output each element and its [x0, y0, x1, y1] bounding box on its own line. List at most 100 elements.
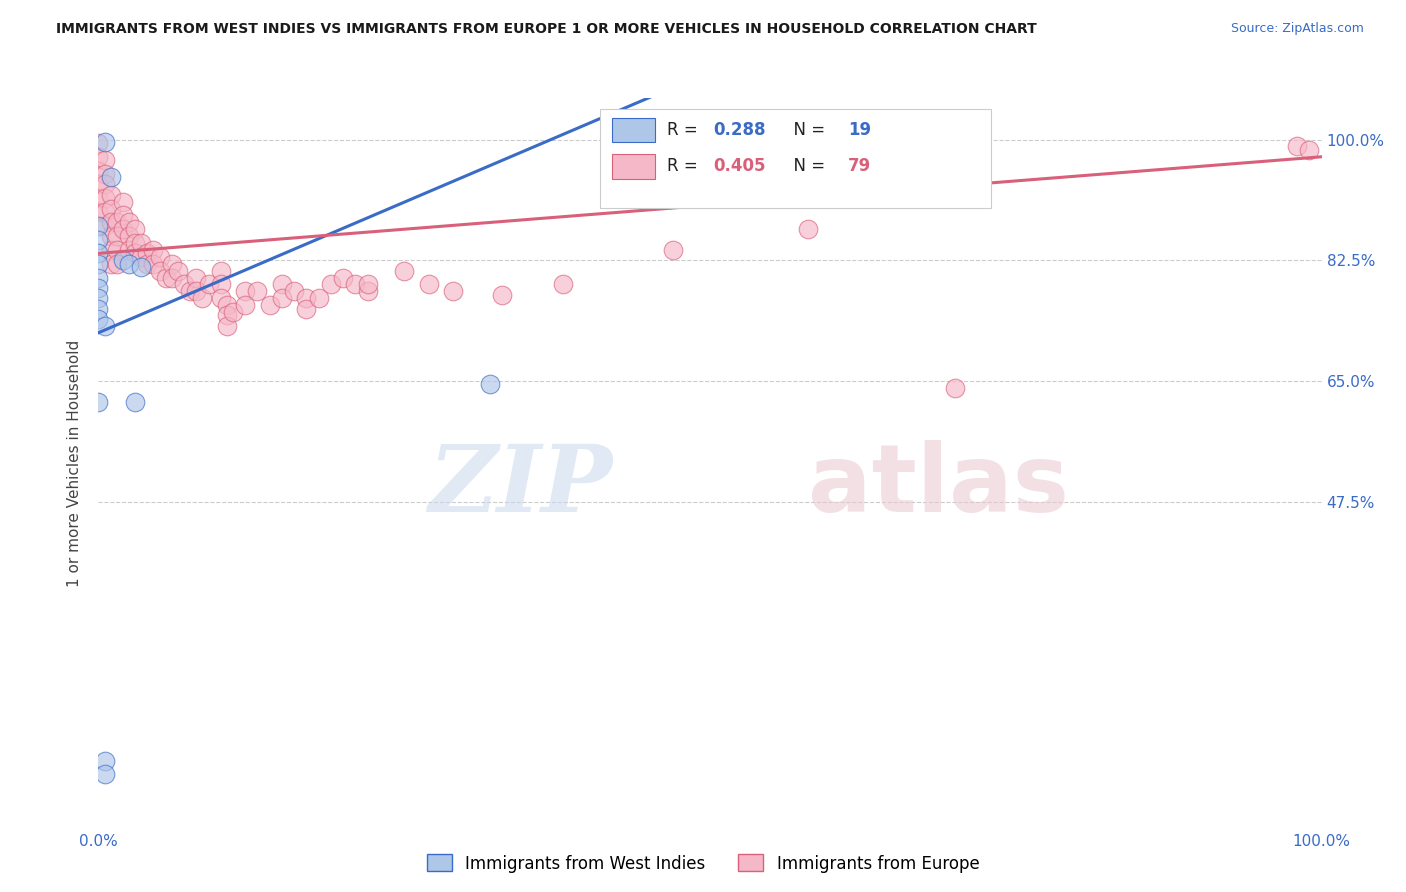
Point	[553, 277, 575, 292]
Text: 0.405: 0.405	[714, 157, 766, 175]
Point	[344, 277, 367, 292]
Point	[209, 263, 232, 277]
Point	[295, 301, 318, 316]
Point	[105, 229, 128, 244]
Point	[129, 235, 152, 250]
Point	[332, 270, 354, 285]
Point	[100, 170, 122, 185]
Point	[160, 257, 183, 271]
Point	[118, 215, 141, 229]
Text: IMMIGRANTS FROM WEST INDIES VS IMMIGRANTS FROM EUROPE 1 OR MORE VEHICLES IN HOUS: IMMIGRANTS FROM WEST INDIES VS IMMIGRANT…	[56, 22, 1038, 37]
Point	[295, 291, 318, 305]
Point	[491, 287, 513, 301]
Point	[100, 215, 122, 229]
Point	[845, 143, 868, 157]
Point	[100, 202, 122, 216]
Text: atlas: atlas	[808, 440, 1069, 532]
Point	[111, 222, 134, 236]
Point	[308, 291, 330, 305]
Point	[87, 281, 110, 295]
Point	[124, 394, 146, 409]
Point	[149, 263, 172, 277]
Point	[418, 277, 440, 292]
Point	[160, 270, 183, 285]
Point	[215, 318, 238, 333]
Point	[87, 270, 110, 285]
Point	[93, 754, 115, 768]
Point	[111, 194, 134, 209]
Text: Source: ZipAtlas.com: Source: ZipAtlas.com	[1230, 22, 1364, 36]
Point	[87, 312, 110, 326]
Point	[797, 222, 820, 236]
Point	[93, 191, 115, 205]
Point	[87, 178, 110, 192]
Point	[93, 153, 115, 168]
Point	[105, 243, 128, 257]
Point	[118, 257, 141, 271]
Point	[186, 285, 208, 299]
Point	[93, 178, 115, 192]
Point	[209, 277, 232, 292]
Point	[93, 205, 115, 219]
Point	[215, 298, 238, 312]
Point	[129, 260, 152, 275]
Point	[105, 215, 128, 229]
Point	[124, 222, 146, 236]
Text: R =: R =	[668, 157, 703, 175]
Point	[246, 285, 269, 299]
Point	[186, 270, 208, 285]
Point	[87, 394, 110, 409]
Point	[222, 305, 245, 319]
Point	[1286, 139, 1309, 153]
Point	[105, 257, 128, 271]
Point	[87, 246, 110, 260]
Point	[87, 205, 110, 219]
Point	[93, 167, 115, 181]
Point	[111, 209, 134, 223]
Point	[142, 243, 165, 257]
Text: N =: N =	[783, 157, 831, 175]
Point	[270, 291, 294, 305]
Text: 0.288: 0.288	[714, 120, 766, 138]
FancyBboxPatch shape	[612, 118, 655, 142]
Point	[943, 381, 966, 395]
Point	[233, 298, 256, 312]
Point	[87, 191, 110, 205]
Point	[478, 377, 501, 392]
Text: N =: N =	[783, 120, 831, 138]
Text: R =: R =	[668, 120, 703, 138]
FancyBboxPatch shape	[600, 109, 991, 208]
Point	[93, 135, 115, 149]
Point	[100, 257, 122, 271]
Point	[259, 298, 281, 312]
Point	[356, 277, 378, 292]
Text: 19: 19	[848, 120, 872, 138]
Point	[197, 277, 219, 292]
Point	[136, 257, 159, 271]
Point	[149, 250, 172, 264]
Point	[167, 263, 190, 277]
Point	[191, 291, 214, 305]
Legend: Immigrants from West Indies, Immigrants from Europe: Immigrants from West Indies, Immigrants …	[420, 847, 986, 880]
Point	[118, 243, 141, 257]
Point	[87, 301, 110, 316]
Point	[173, 277, 195, 292]
Text: ZIP: ZIP	[427, 441, 612, 531]
Point	[124, 246, 146, 260]
Point	[87, 150, 110, 164]
Point	[1298, 143, 1320, 157]
FancyBboxPatch shape	[612, 154, 655, 178]
Point	[93, 767, 115, 781]
Point	[270, 277, 294, 292]
Point	[87, 163, 110, 178]
Point	[87, 257, 110, 271]
Point	[233, 285, 256, 299]
Point	[93, 318, 115, 333]
Text: 79: 79	[848, 157, 872, 175]
Point	[142, 257, 165, 271]
Point	[283, 285, 305, 299]
Point	[93, 219, 115, 233]
Point	[215, 309, 238, 323]
Point	[392, 263, 416, 277]
Point	[124, 235, 146, 250]
